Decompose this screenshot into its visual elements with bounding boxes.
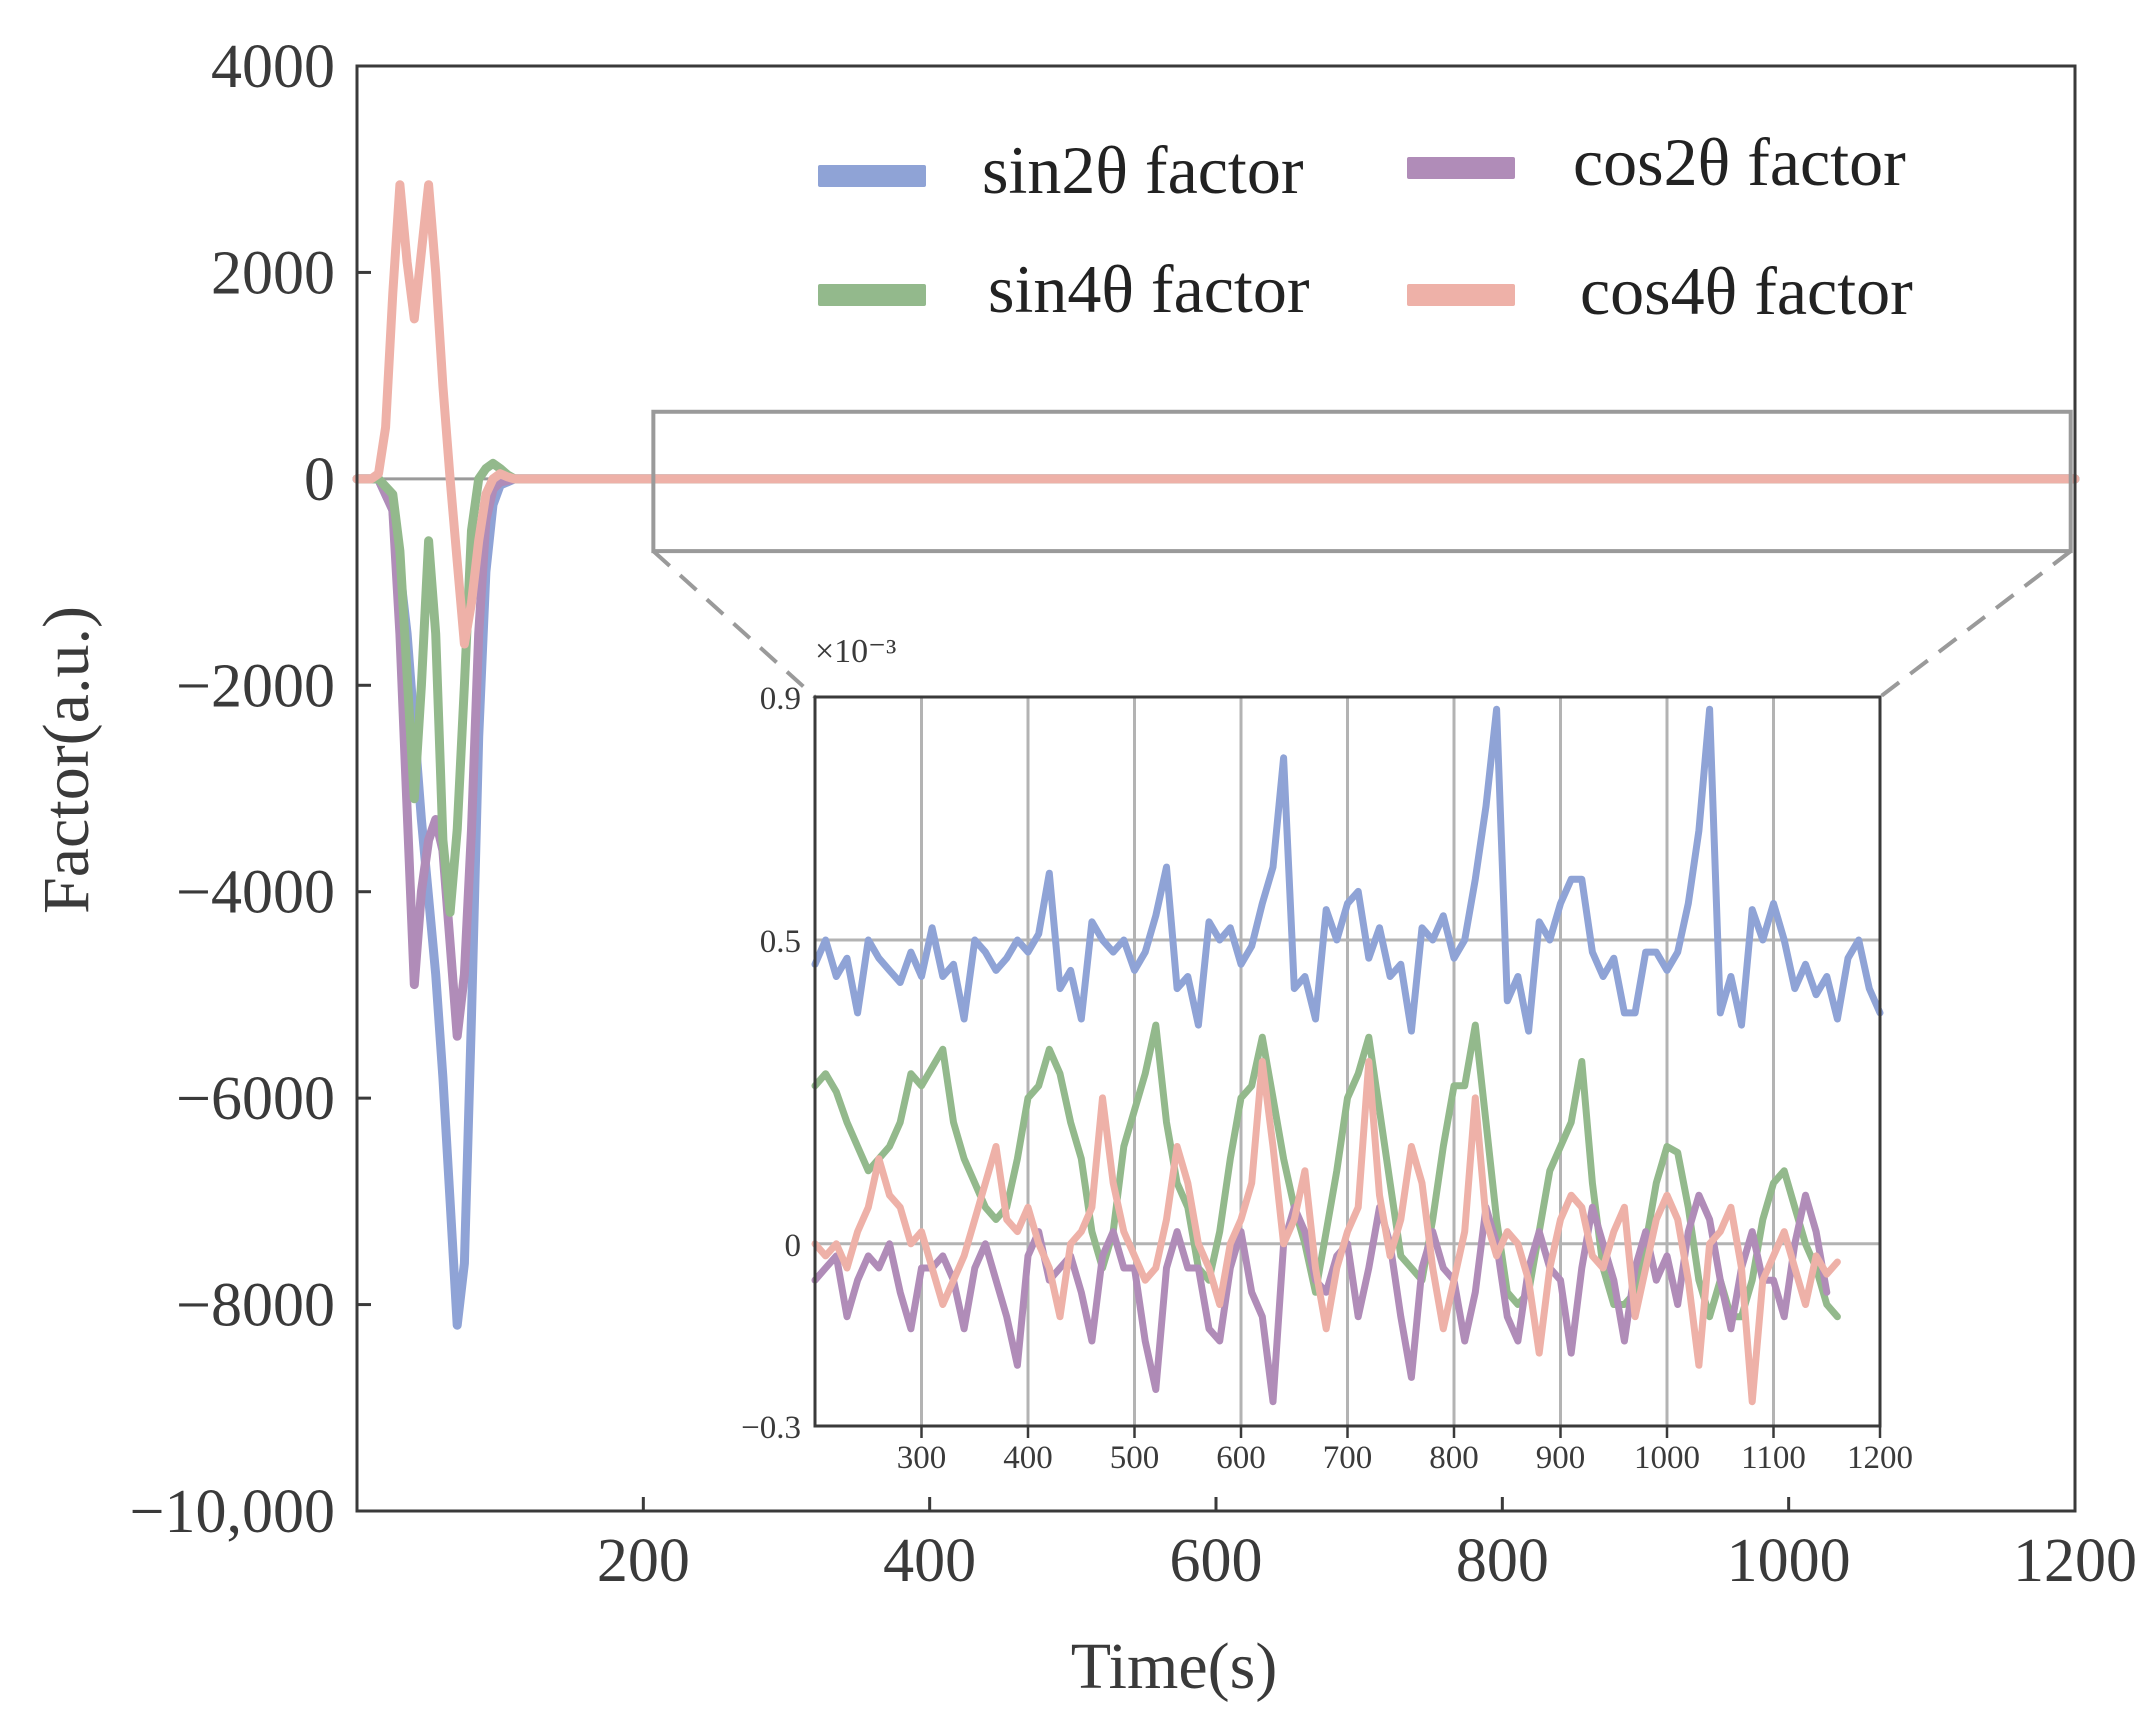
legend-item-sin2: sin2θ factor <box>818 132 1304 208</box>
y-tick-label: −2000 <box>176 652 335 720</box>
inset-y-tick-label: −0.3 <box>741 1410 801 1446</box>
inset-frame <box>813 695 1882 1428</box>
x-tick-label: 1000 <box>1727 1527 1851 1595</box>
inset-x-tick-label: 1200 <box>1847 1440 1913 1476</box>
inset-x-tick-label: 500 <box>1110 1440 1160 1476</box>
y-tick-label: −8000 <box>176 1272 335 1340</box>
x-tick-label: 400 <box>883 1527 976 1595</box>
y-tick-label: −6000 <box>176 1065 335 1133</box>
legend: sin2θ factor cos2θ factor sin4θ factor c… <box>818 124 1913 329</box>
legend-label-cos4: cos4θ factor <box>1580 253 1913 329</box>
legend-label-sin2: sin2θ factor <box>982 132 1304 208</box>
series-line-cos4 <box>352 180 2080 649</box>
inset-x-tick-label: 1100 <box>1741 1440 1806 1476</box>
inset-exponent-label: ×10⁻³ <box>815 633 896 670</box>
legend-item-sin4: sin4θ factor <box>818 251 1310 327</box>
x-tick-label: 1200 <box>2013 1527 2137 1595</box>
main-series-group <box>352 180 2080 1330</box>
y-axis-label: Factor(a.u.) <box>30 606 103 914</box>
inset-x-tick-label: 600 <box>1216 1440 1266 1476</box>
inset-y-tick-label: 0 <box>785 1228 802 1264</box>
x-tick-label: 600 <box>1170 1527 1263 1595</box>
y-tick-label: −10,000 <box>130 1478 335 1546</box>
zoom-box <box>651 409 2073 554</box>
y-tick-label: 4000 <box>211 33 335 101</box>
legend-item-cos4: cos4θ factor <box>1407 253 1913 329</box>
inset-y-tick-label: 0.9 <box>760 681 801 717</box>
zoom-connector-right <box>1878 549 2072 699</box>
inset-x-tick-label: 800 <box>1429 1440 1479 1476</box>
inset-series-line-sin4 <box>811 1021 1841 1321</box>
y-tick-label: −4000 <box>176 859 335 927</box>
legend-swatch-cos4 <box>1407 284 1515 306</box>
inset-x-tick-label: 400 <box>1003 1440 1053 1476</box>
x-tick-label: 200 <box>597 1527 690 1595</box>
inset-chart: 300 400 500 600 700 800 900 1000 1100 1200 0.9 0.5 0… <box>741 633 1913 1476</box>
legend-label-cos2: cos2θ factor <box>1573 124 1906 200</box>
zoom-connector-left <box>652 549 817 699</box>
inset-series-line-sin2 <box>811 705 1884 1035</box>
x-axis-label: Time(s) <box>1071 1630 1278 1703</box>
x-tick-label: 800 <box>1456 1527 1549 1595</box>
y-tick-label: 2000 <box>211 239 335 307</box>
main-axis-ticks: 200 400 600 800 1000 1200400020000−2000−4000−… <box>130 33 2137 1595</box>
main-plot-frame <box>355 64 2077 1513</box>
y-tick-label: 0 <box>304 446 335 514</box>
legend-item-cos2: cos2θ factor <box>1407 124 1906 200</box>
inset-x-tick-label: 700 <box>1323 1440 1373 1476</box>
legend-swatch-sin4 <box>818 284 926 306</box>
series-line-cos2 <box>352 474 2080 1041</box>
legend-swatch-cos2 <box>1407 157 1515 179</box>
zoom-indicator <box>651 409 2073 699</box>
inset-series-line-cos4 <box>811 1058 1841 1406</box>
inset-x-tick-label: 900 <box>1536 1440 1586 1476</box>
legend-label-sin4: sin4θ factor <box>988 251 1310 327</box>
legend-swatch-sin2 <box>818 165 926 187</box>
inset-y-tick-label: 0.5 <box>760 924 801 960</box>
inset-x-tick-label: 1000 <box>1634 1440 1700 1476</box>
inset-x-tick-label: 300 <box>897 1440 947 1476</box>
